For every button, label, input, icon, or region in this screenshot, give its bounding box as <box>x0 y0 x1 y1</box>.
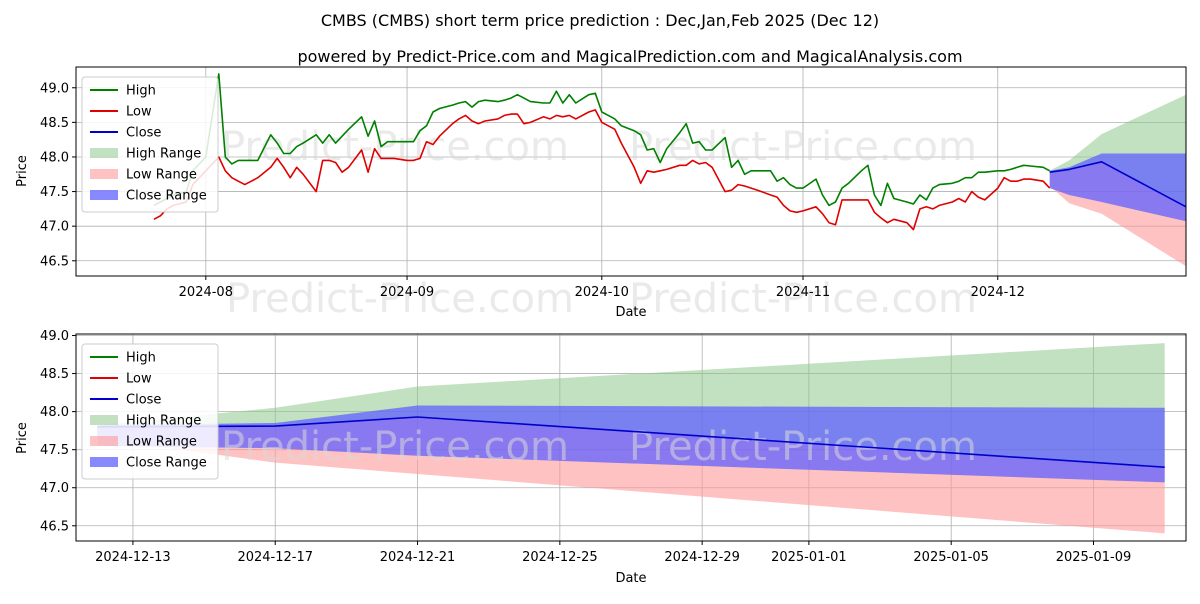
top-legend-label-low: Low <box>126 105 152 120</box>
top-legend-label-low-range: Low Range <box>126 168 197 183</box>
bottom-x-tick-label: 2024-12-29 <box>664 550 740 565</box>
bottom-x-tick-label: 2024-12-13 <box>95 550 171 565</box>
bottom-legend-label-high: High <box>126 351 156 366</box>
top-y-tick-label: 48.5 <box>40 116 69 131</box>
bottom-y-tick-label: 47.5 <box>40 443 69 458</box>
bottom-y-tick-label: 46.5 <box>40 519 69 534</box>
top-watermark-2: Predict-Price.com <box>629 124 977 170</box>
top-y-axis-label: Price <box>15 155 30 187</box>
top-x-tick-label: 2024-11 <box>776 285 830 300</box>
top-line-low <box>153 109 1051 231</box>
top-band-close-range <box>1049 153 1186 222</box>
bottom-legend-label-low-range: Low Range <box>126 435 197 450</box>
bottom-x-tick-label: 2024-12-25 <box>522 550 598 565</box>
bottom-y-tick-label: 48.5 <box>40 367 69 382</box>
bottom-legend-label-high-range: High Range <box>126 414 201 429</box>
top-bands <box>1049 94 1186 267</box>
bottom-band-close-range <box>97 405 1165 483</box>
bottom-x-tick-label: 2024-12-21 <box>380 550 456 565</box>
bottom-legend-swatch-low-range <box>90 436 118 446</box>
top-legend-swatch-close-range <box>90 190 118 200</box>
top-y-tick-label: 48.0 <box>40 150 69 165</box>
top-x-axis-label: Date <box>615 305 646 320</box>
top-legend-swatch-low-range <box>90 169 118 179</box>
bottom-legend-label-close: Close <box>126 393 161 408</box>
top-y-tick-label: 47.5 <box>40 185 69 200</box>
bottom-x-ticks: 2024-12-13 2024-12-17 2024-12-21 2024-12-25… <box>95 541 1131 565</box>
top-x-ticks: 2024-08 2024-09 2024-10 2024-11 2024-12 <box>179 276 1025 300</box>
bottom-legend-swatch-high-range <box>90 415 118 425</box>
top-legend: High Low Close High Range Low Range Close Ran… <box>81 76 219 213</box>
bottom-x-tick-label: 2025-01-05 <box>913 550 989 565</box>
top-plot-frame <box>75 66 1187 277</box>
top-line-high <box>153 73 1051 207</box>
top-x-tick-label: 2024-12 <box>971 285 1025 300</box>
top-legend-label-close-range: Close Range <box>126 189 207 204</box>
bottom-y-axis-label: Price <box>15 422 30 454</box>
top-y-tick-label: 49.0 <box>40 81 69 96</box>
top-series <box>153 73 1187 231</box>
top-line-close <box>1049 161 1187 208</box>
top-legend-swatch-high-range <box>90 148 118 158</box>
bottom-y-tick-label: 47.0 <box>40 481 69 496</box>
bottom-y-ticks: 46.5 47.0 47.5 48.0 48.5 49.0 <box>40 329 76 534</box>
top-y-tick-label: 47.0 <box>40 220 69 235</box>
bottom-bands <box>97 343 1165 534</box>
top-y-tick-label: 46.5 <box>40 254 69 269</box>
chart-subtitle: powered by Predict-Price.com and Magical… <box>297 47 962 66</box>
top-watermark-3: Predict-Price.com <box>226 276 574 322</box>
bottom-watermark-1: Predict-Price.com <box>221 424 569 470</box>
bottom-x-axis-label: Date <box>615 571 646 586</box>
bottom-legend: High Low Close High Range Low Range Close Ran… <box>81 343 219 480</box>
bottom-plot-frame <box>75 333 1187 542</box>
top-y-ticks: 46.5 47.0 47.5 48.0 48.5 49.0 <box>40 81 76 269</box>
top-legend-label-high-range: High Range <box>126 147 201 162</box>
bottom-y-tick-label: 49.0 <box>40 329 69 344</box>
bottom-legend-label-low: Low <box>126 372 152 387</box>
top-x-tick-label: 2024-09 <box>380 285 434 300</box>
top-chart-panel: Predict-Price.com Predict-Price.com Pred… <box>15 66 1187 322</box>
bottom-x-tick-label: 2025-01-01 <box>771 550 847 565</box>
bottom-legend-label-close-range: Close Range <box>126 456 207 471</box>
top-watermark-4: Predict-Price.com <box>629 276 977 322</box>
top-legend-label-high: High <box>126 84 156 99</box>
top-x-tick-label: 2024-08 <box>179 285 233 300</box>
top-legend-label-close: Close <box>126 126 161 141</box>
bottom-x-tick-label: 2024-12-17 <box>237 550 313 565</box>
bottom-y-tick-label: 48.0 <box>40 405 69 420</box>
bottom-watermark-2: Predict-Price.com <box>629 424 977 470</box>
bottom-x-tick-label: 2025-01-09 <box>1056 550 1132 565</box>
bottom-chart-panel: Predict-Price.com Predict-Price.com 46.5… <box>15 329 1187 586</box>
top-grid <box>76 67 1186 276</box>
chart-title: CMBS (CMBS) short term price prediction … <box>321 11 879 30</box>
bottom-legend-swatch-close-range <box>90 457 118 467</box>
top-x-tick-label: 2024-10 <box>575 285 629 300</box>
